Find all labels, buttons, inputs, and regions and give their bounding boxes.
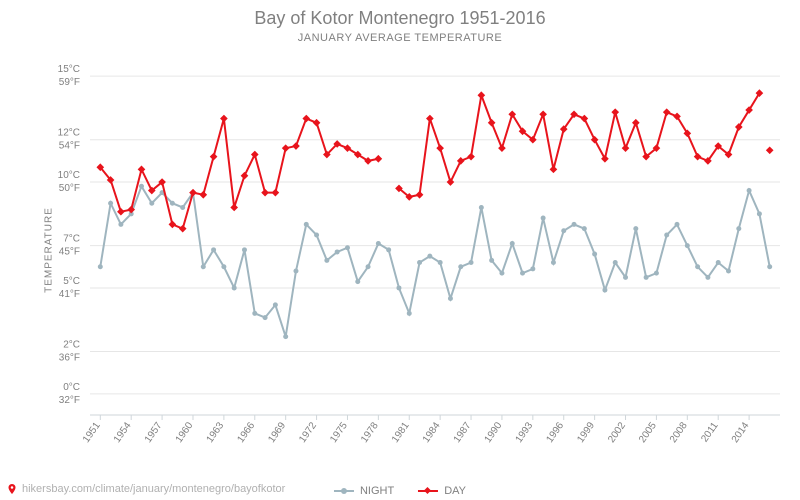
- svg-text:50°F: 50°F: [59, 183, 80, 194]
- chart-title: Bay of Kotor Montenegro 1951-2016: [0, 8, 800, 29]
- svg-text:59°F: 59°F: [59, 77, 80, 88]
- svg-text:7°C: 7°C: [63, 234, 80, 245]
- legend-label-night: NIGHT: [360, 485, 394, 497]
- svg-text:1963: 1963: [205, 420, 227, 445]
- svg-text:2014: 2014: [730, 420, 752, 445]
- svg-text:32°F: 32°F: [59, 395, 80, 406]
- y-axis-label: TEMPERATURE: [43, 207, 54, 293]
- svg-text:2005: 2005: [637, 420, 659, 445]
- legend-item-night: NIGHT: [334, 485, 394, 497]
- svg-text:54°F: 54°F: [59, 141, 80, 152]
- svg-text:15°C: 15°C: [58, 64, 80, 75]
- svg-text:1957: 1957: [143, 420, 165, 445]
- svg-text:5°C: 5°C: [63, 276, 80, 287]
- svg-text:41°F: 41°F: [59, 289, 80, 300]
- svg-text:2002: 2002: [606, 420, 628, 445]
- svg-text:45°F: 45°F: [59, 247, 80, 258]
- svg-text:1990: 1990: [483, 420, 505, 445]
- legend-item-day: DAY: [418, 485, 466, 497]
- svg-text:1951: 1951: [81, 420, 103, 445]
- chart-container: Bay of Kotor Montenegro 1951-2016 JANUAR…: [0, 0, 800, 500]
- footer: hikersbay.com/climate/january/montenegro…: [6, 483, 285, 495]
- svg-text:36°F: 36°F: [59, 352, 80, 363]
- svg-text:2008: 2008: [668, 420, 690, 445]
- svg-text:1966: 1966: [235, 420, 257, 445]
- chart-subtitle: JANUARY AVERAGE TEMPERATURE: [0, 32, 800, 44]
- svg-text:10°C: 10°C: [58, 170, 80, 181]
- svg-text:1972: 1972: [297, 420, 319, 445]
- svg-text:1960: 1960: [174, 420, 196, 445]
- svg-text:0°C: 0°C: [63, 382, 80, 393]
- svg-text:1978: 1978: [359, 420, 381, 445]
- svg-text:2011: 2011: [699, 420, 721, 444]
- svg-text:12°C: 12°C: [58, 128, 80, 139]
- svg-text:1954: 1954: [112, 420, 134, 445]
- svg-text:1993: 1993: [514, 420, 536, 445]
- svg-text:1984: 1984: [421, 420, 443, 445]
- svg-text:1981: 1981: [390, 420, 412, 445]
- svg-text:2°C: 2°C: [63, 339, 80, 350]
- legend-swatch-night: [334, 490, 354, 492]
- legend-swatch-day: [418, 490, 438, 492]
- svg-text:1999: 1999: [575, 420, 597, 445]
- svg-text:1987: 1987: [452, 420, 474, 445]
- plot-area: 0°C32°F2°C36°F5°C41°F7°C45°F10°C50°F12°C…: [90, 55, 780, 415]
- map-pin-icon: [6, 483, 18, 495]
- plot-svg: 0°C32°F2°C36°F5°C41°F7°C45°F10°C50°F12°C…: [90, 55, 780, 415]
- legend-label-day: DAY: [444, 485, 466, 497]
- svg-text:1996: 1996: [544, 420, 566, 445]
- svg-text:1975: 1975: [328, 420, 350, 445]
- footer-url: hikersbay.com/climate/january/montenegro…: [22, 483, 285, 495]
- svg-text:1969: 1969: [266, 420, 288, 445]
- legend: NIGHT DAY: [334, 485, 466, 497]
